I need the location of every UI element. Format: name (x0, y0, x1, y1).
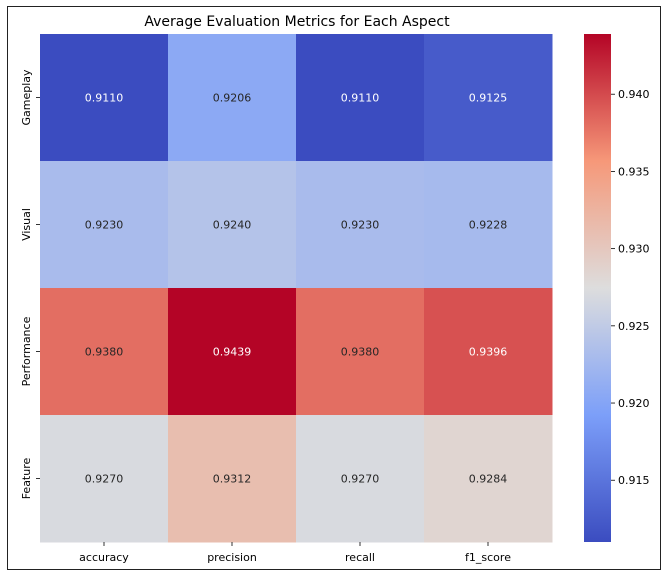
y-tick-label: Feature (20, 457, 33, 499)
cell-value-label: 0.9110 (341, 92, 380, 105)
y-axis-ticks: Gameplay Visual Performance Feature (20, 69, 40, 499)
cell-value-label: 0.9240 (213, 219, 252, 232)
heatmap-cell (168, 288, 297, 416)
colorbar-tick-label: 0.915 (618, 474, 650, 487)
heatmap-cell (424, 161, 553, 289)
cell-value-label: 0.9206 (213, 92, 252, 105)
colorbar-tick-label: 0.930 (618, 243, 650, 256)
x-tick-label: precision (207, 551, 257, 564)
heatmap-cell (168, 161, 297, 289)
colorbar-tick-label: 0.935 (618, 165, 650, 178)
heatmap-value-labels: 0.9110 0.9206 0.9110 0.9125 0.9230 0.9240 0.92… (85, 92, 508, 486)
cell-value-label: 0.9284 (469, 473, 508, 486)
cell-value-label: 0.9396 (469, 346, 508, 359)
cell-value-label: 0.9312 (213, 473, 252, 486)
x-axis-ticks: accuracy precision recall f1_score (79, 542, 511, 564)
cell-value-label: 0.9380 (341, 346, 380, 359)
colorbar-tick-label: 0.920 (618, 397, 650, 410)
heatmap-cells (40, 34, 553, 543)
y-tick-label: Visual (20, 208, 33, 241)
cell-value-label: 0.9230 (85, 219, 124, 232)
cell-value-label: 0.9270 (85, 473, 124, 486)
colorbar-tick-label: 0.940 (618, 88, 650, 101)
colorbar-ticks: 0.915 0.920 0.925 0.930 0.935 0.940 (611, 88, 650, 487)
x-tick-label: recall (345, 551, 375, 564)
y-tick-label: Performance (20, 316, 33, 386)
cell-value-label: 0.9230 (341, 219, 380, 232)
heatmap-cell (296, 288, 425, 416)
heatmap-cell (168, 34, 297, 162)
heatmap-cell (296, 161, 425, 289)
y-tick-label: Gameplay (20, 69, 33, 126)
heatmap-cell (424, 288, 553, 416)
x-tick-label: accuracy (79, 551, 129, 564)
cell-value-label: 0.9439 (213, 346, 252, 359)
cell-value-label: 0.9125 (469, 92, 508, 105)
heatmap-cell (424, 415, 553, 543)
x-tick-label: f1_score (465, 551, 511, 564)
cell-value-label: 0.9228 (469, 219, 508, 232)
heatmap-cell (40, 415, 169, 543)
chart-title: Average Evaluation Metrics for Each Aspe… (144, 14, 450, 30)
cell-value-label: 0.9380 (85, 346, 124, 359)
cell-value-label: 0.9270 (341, 473, 380, 486)
heatmap-cell (40, 288, 169, 416)
heatmap-cell (40, 34, 169, 162)
heatmap-cell (168, 415, 297, 543)
heatmap-cell (296, 34, 425, 162)
colorbar (584, 34, 611, 542)
heatmap-cell (424, 34, 553, 162)
heatmap-cell (296, 415, 425, 543)
colorbar-tick-label: 0.925 (618, 320, 650, 333)
cell-value-label: 0.9110 (85, 92, 124, 105)
heatmap-cell (40, 161, 169, 289)
